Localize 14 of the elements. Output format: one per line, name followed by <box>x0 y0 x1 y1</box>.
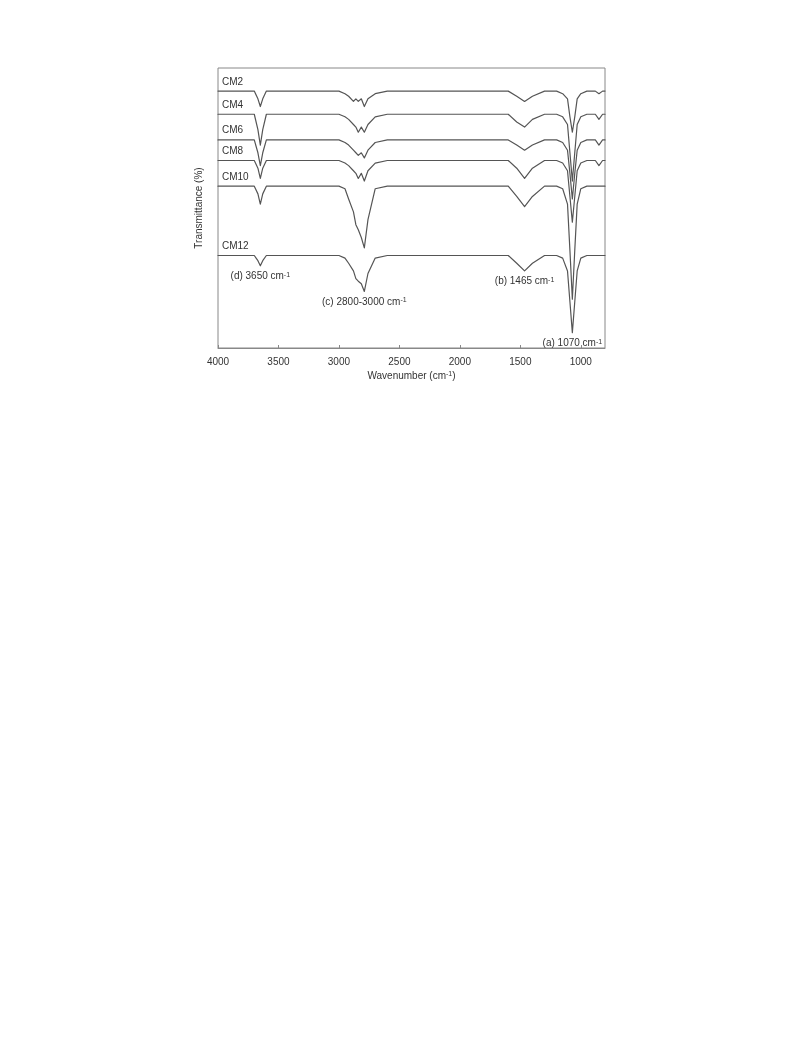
series-label: CM4 <box>222 98 244 110</box>
x-tick-label: 3000 <box>327 355 351 367</box>
series-label: CM2 <box>222 75 244 87</box>
x-tick-label: 4000 <box>206 355 230 367</box>
series-label: CM10 <box>222 170 250 182</box>
x-tick-label: 3500 <box>267 355 291 367</box>
y-axis-title: Transmittance (%) <box>192 167 204 249</box>
x-tick-label: 2500 <box>388 355 411 367</box>
series-label: CM12 <box>222 240 250 252</box>
x-tick-label: 2000 <box>448 355 472 367</box>
series-label: CM6 <box>222 124 244 136</box>
series-label: CM8 <box>222 144 244 156</box>
x-tick-label: 1500 <box>509 355 532 367</box>
x-tick-label: 1000 <box>569 355 593 367</box>
